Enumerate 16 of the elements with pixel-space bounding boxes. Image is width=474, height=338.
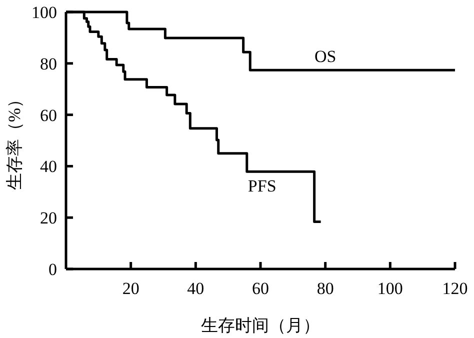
y-tick-label: 80 [40,54,57,74]
y-tick-label: 0 [48,260,57,279]
y-tick-label: 100 [32,3,57,22]
x-axis-title: 生存时间（月） [201,316,320,335]
series-label: OS [314,47,336,66]
x-tick-label: 100 [377,279,403,298]
x-tick-label: 20 [122,279,140,298]
x-tick-label: 40 [187,279,204,298]
y-tick-label: 40 [40,157,57,176]
series-label: PFS [248,176,276,196]
y-tick-label: 20 [40,208,57,228]
x-tick-label: 80 [316,279,334,298]
y-tick-label: 60 [40,106,57,125]
x-tick-label: 120 [442,279,468,298]
y-axis-title: 生存率（%） [5,90,24,190]
x-tick-label: 60 [252,279,269,298]
